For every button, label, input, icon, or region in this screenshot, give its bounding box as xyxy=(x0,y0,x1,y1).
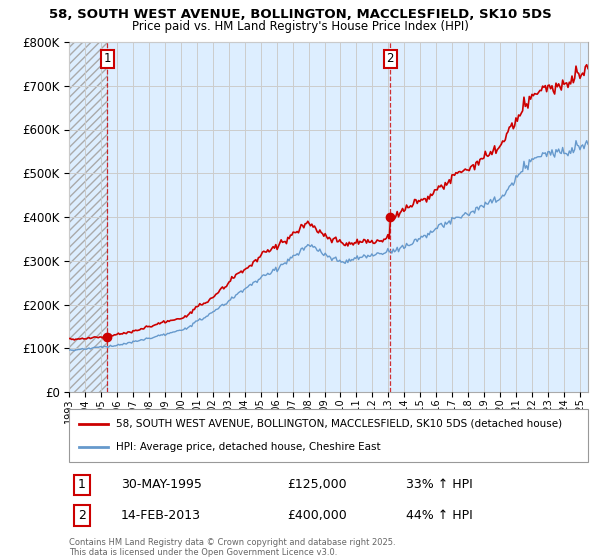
Text: 58, SOUTH WEST AVENUE, BOLLINGTON, MACCLESFIELD, SK10 5DS: 58, SOUTH WEST AVENUE, BOLLINGTON, MACCL… xyxy=(49,8,551,21)
Text: £400,000: £400,000 xyxy=(287,509,347,522)
FancyBboxPatch shape xyxy=(69,409,588,462)
Text: £125,000: £125,000 xyxy=(287,478,347,492)
Text: 44% ↑ HPI: 44% ↑ HPI xyxy=(406,509,473,522)
Text: 1: 1 xyxy=(78,478,86,492)
Text: 1: 1 xyxy=(104,53,111,66)
Text: HPI: Average price, detached house, Cheshire East: HPI: Average price, detached house, Ches… xyxy=(116,442,380,452)
Text: 14-FEB-2013: 14-FEB-2013 xyxy=(121,509,201,522)
Text: Contains HM Land Registry data © Crown copyright and database right 2025.
This d: Contains HM Land Registry data © Crown c… xyxy=(69,538,395,557)
Text: 30-MAY-1995: 30-MAY-1995 xyxy=(121,478,202,492)
Text: 2: 2 xyxy=(78,509,86,522)
Text: 2: 2 xyxy=(386,53,394,66)
Text: 33% ↑ HPI: 33% ↑ HPI xyxy=(406,478,473,492)
Text: 58, SOUTH WEST AVENUE, BOLLINGTON, MACCLESFIELD, SK10 5DS (detached house): 58, SOUTH WEST AVENUE, BOLLINGTON, MACCL… xyxy=(116,419,562,429)
Text: Price paid vs. HM Land Registry's House Price Index (HPI): Price paid vs. HM Land Registry's House … xyxy=(131,20,469,32)
